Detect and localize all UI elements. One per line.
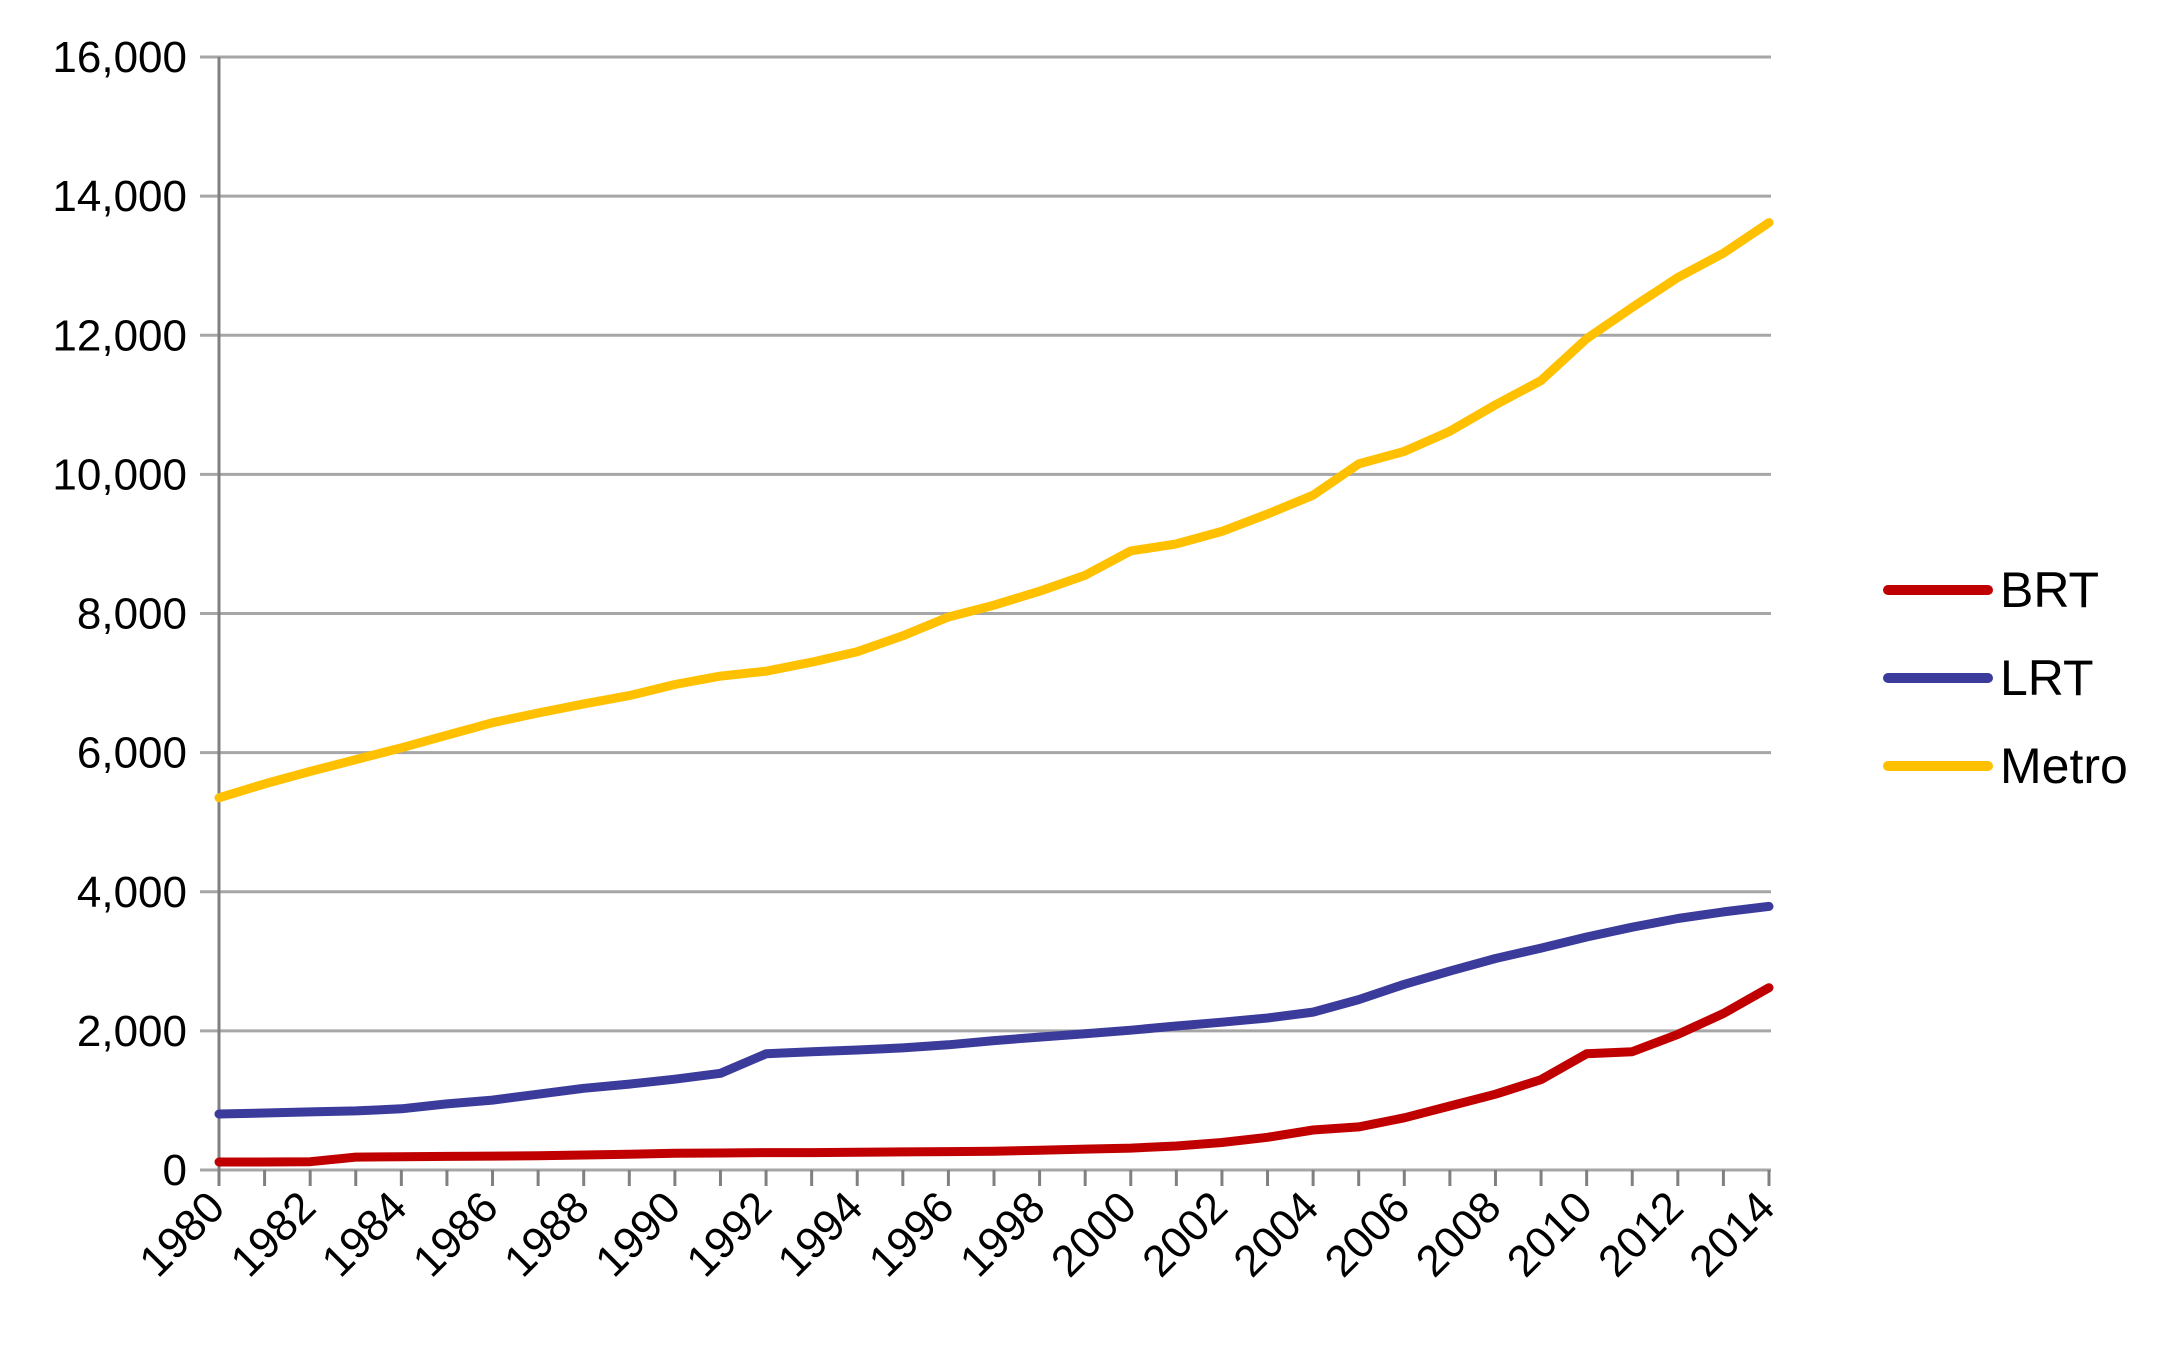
y-axis-label: 14,000 <box>52 172 187 221</box>
legend-item-brt: BRT <box>1883 562 2099 618</box>
y-axis-label: 2,000 <box>77 1007 187 1056</box>
y-axis-label: 10,000 <box>52 450 187 499</box>
x-axis-label: 1998 <box>951 1182 1055 1286</box>
x-axis-label: 2008 <box>1407 1182 1511 1286</box>
brt-line <box>214 983 1774 1167</box>
legend-item-metro: Metro <box>1883 738 2128 794</box>
legend-label: LRT <box>2000 650 2094 706</box>
legend-label: BRT <box>2000 562 2099 618</box>
x-axis-label: 2004 <box>1224 1182 1328 1286</box>
y-axis-label: 6,000 <box>77 729 187 778</box>
x-axis-label: 2014 <box>1680 1182 1784 1286</box>
legend-label: Metro <box>2000 738 2128 794</box>
metro-line <box>214 218 1774 803</box>
x-axis-label: 1994 <box>768 1182 872 1286</box>
x-axis-label: 1996 <box>860 1182 964 1286</box>
x-axis-label: 1986 <box>404 1182 508 1286</box>
x-axis-label: 2012 <box>1589 1182 1693 1286</box>
x-axis-label: 1988 <box>495 1182 599 1286</box>
x-axis-label: 2000 <box>1042 1182 1146 1286</box>
x-axis-label: 1982 <box>221 1182 325 1286</box>
legend-item-lrt: LRT <box>1883 650 2094 706</box>
x-axis-label: 2002 <box>1133 1182 1237 1286</box>
x-axis-label: 1992 <box>677 1182 781 1286</box>
y-axis-label: 0 <box>163 1146 187 1195</box>
x-axis-label: 2010 <box>1498 1182 1602 1286</box>
y-axis-label: 8,000 <box>77 590 187 639</box>
y-axis-label: 4,000 <box>77 868 187 917</box>
x-axis-label: 1984 <box>313 1182 417 1286</box>
x-axis-label: 1990 <box>586 1182 690 1286</box>
x-axis-label: 1980 <box>130 1182 234 1286</box>
x-axis-label: 2006 <box>1315 1182 1419 1286</box>
y-axis-label: 12,000 <box>52 311 187 360</box>
lrt-line <box>214 901 1774 1119</box>
y-axis-label: 16,000 <box>52 33 187 82</box>
